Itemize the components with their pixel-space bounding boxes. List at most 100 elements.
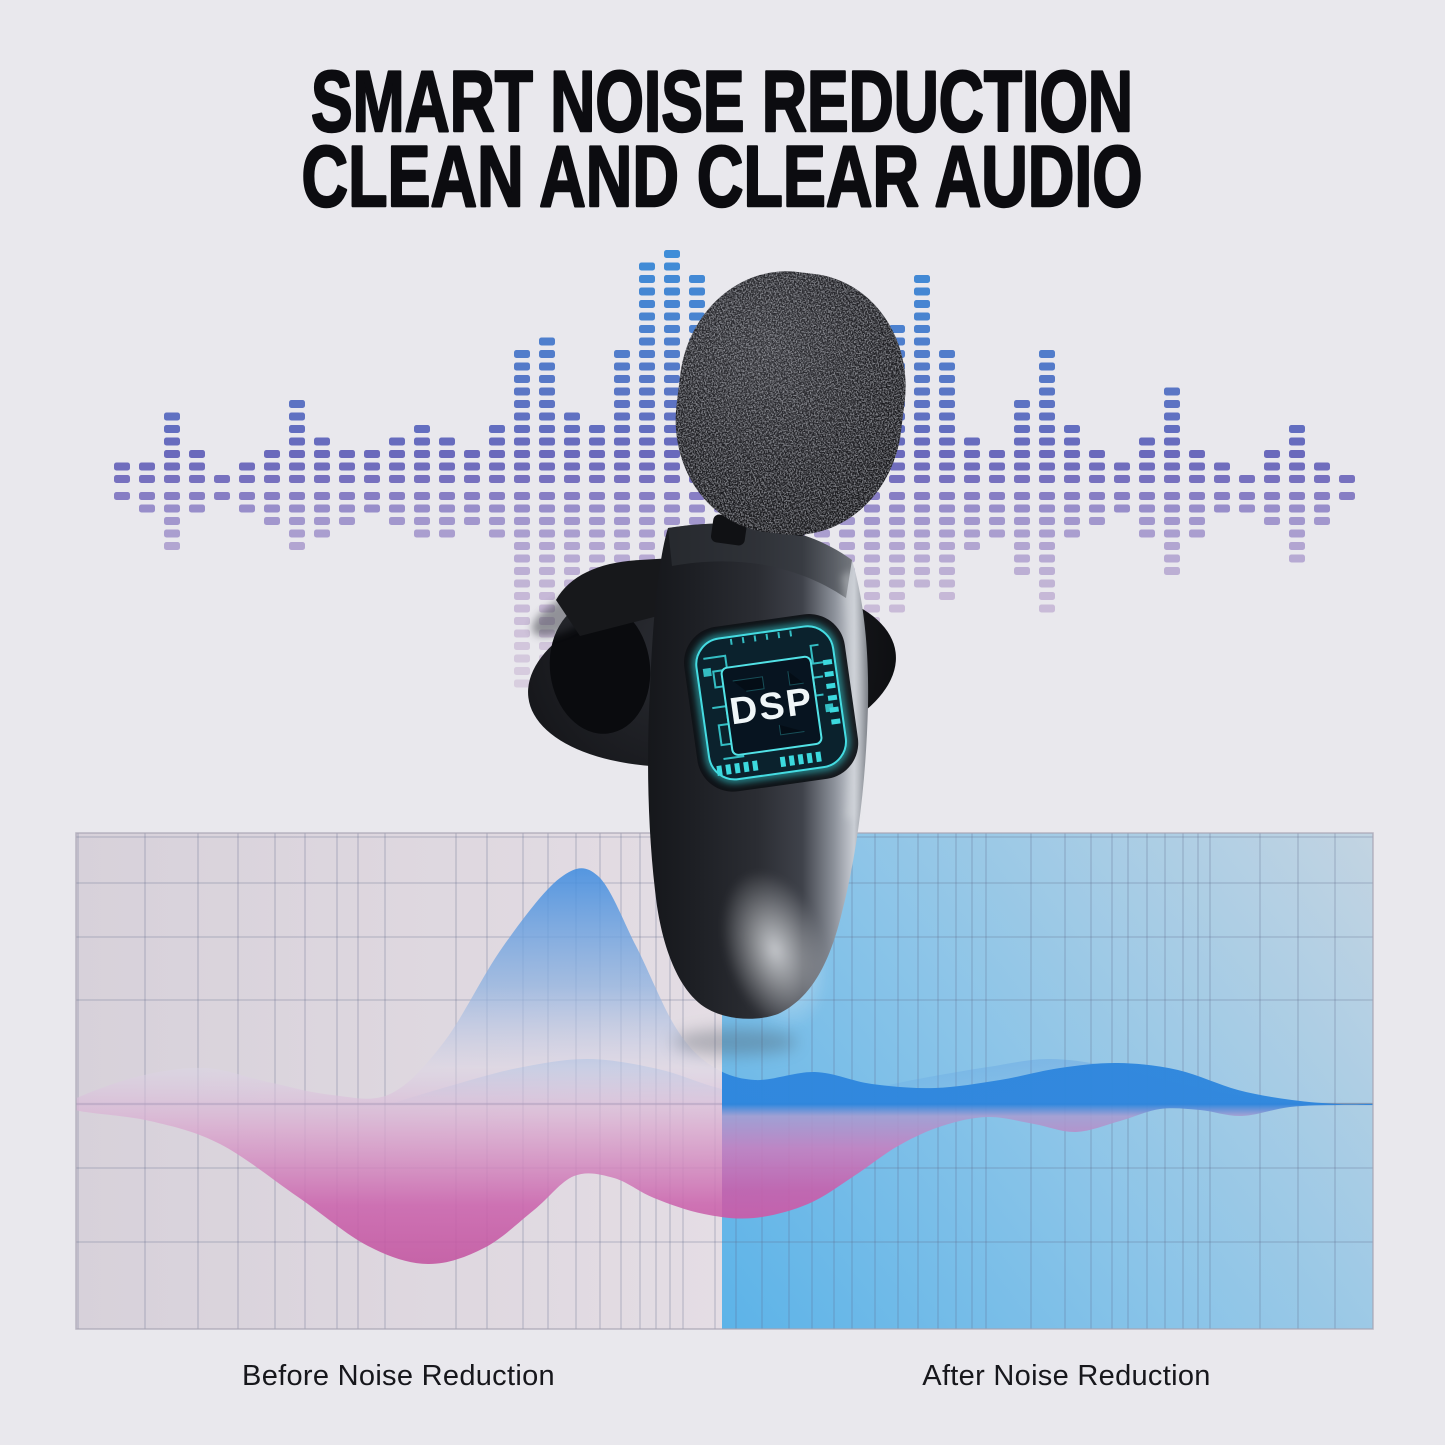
- eq-bar: [539, 425, 555, 433]
- eq-bar: [564, 412, 580, 421]
- eq-bar: [1164, 475, 1180, 483]
- dsp-chip-die: [720, 655, 823, 756]
- eq-bar: [939, 412, 955, 421]
- eq-bar: [1039, 462, 1055, 471]
- eq-bar: [1064, 425, 1080, 433]
- eq-bar: [1164, 425, 1180, 433]
- eq-bar: [964, 462, 980, 471]
- foam-speckle-texture: [675, 271, 906, 535]
- eq-bar: [939, 362, 955, 371]
- eq-bar: [589, 542, 605, 550]
- eq-bar: [164, 492, 180, 500]
- eq-bar: [1014, 529, 1030, 538]
- eq-bar: [1264, 504, 1280, 513]
- eq-bar: [689, 275, 705, 283]
- eq-bar: [914, 387, 930, 396]
- eq-bar: [839, 529, 855, 538]
- eq-bar: [1064, 529, 1080, 538]
- eq-bar: [1039, 542, 1055, 550]
- eq-bar: [1014, 567, 1030, 575]
- eq-bar: [464, 462, 480, 471]
- eq-bar: [639, 462, 655, 471]
- eq-bar: [664, 437, 680, 446]
- eq-bar: [539, 462, 555, 471]
- eq-bar: [589, 437, 605, 446]
- eq-bar: [639, 400, 655, 408]
- eq-bar: [614, 362, 630, 371]
- eq-bar: [339, 450, 355, 458]
- eq-bar: [614, 350, 630, 358]
- eq-bar: [889, 604, 905, 613]
- eq-bar: [514, 350, 530, 358]
- eq-bar: [239, 475, 255, 483]
- eq-bar: [164, 475, 180, 483]
- eq-bar: [339, 504, 355, 513]
- eq-bar: [164, 425, 180, 433]
- before-label: Before Noise Reduction: [242, 1359, 555, 1392]
- eq-bar: [1264, 450, 1280, 458]
- eq-bar: [514, 667, 530, 675]
- eq-bar: [289, 504, 305, 513]
- eq-bar: [839, 542, 855, 550]
- eq-bar: [539, 475, 555, 483]
- chart-captions: Before Noise Reduction After Noise Reduc…: [0, 1352, 1445, 1400]
- eq-bar: [914, 325, 930, 333]
- eq-bar: [514, 554, 530, 563]
- eq-bar: [689, 287, 705, 296]
- eq-bar: [614, 492, 630, 500]
- eq-bar: [589, 517, 605, 525]
- eq-bar: [1039, 412, 1055, 421]
- eq-bar: [1039, 579, 1055, 588]
- eq-bar: [1189, 504, 1205, 513]
- eq-bar: [164, 412, 180, 421]
- eq-bar: [239, 462, 255, 471]
- eq-bar: [1164, 492, 1180, 500]
- eq-bar: [439, 517, 455, 525]
- mic-drop-shadow: [673, 1029, 797, 1055]
- eq-bar: [939, 579, 955, 588]
- eq-bar: [639, 504, 655, 513]
- eq-bar: [514, 629, 530, 638]
- eq-bar: [1314, 462, 1330, 471]
- eq-bar: [639, 425, 655, 433]
- eq-bar: [1014, 542, 1030, 550]
- eq-bar: [1314, 475, 1330, 483]
- eq-bar: [639, 275, 655, 283]
- eq-bar: [514, 475, 530, 483]
- eq-bar: [414, 425, 430, 433]
- eq-bar: [914, 375, 930, 383]
- eq-bar: [489, 492, 505, 500]
- eq-bar: [1039, 450, 1055, 458]
- eq-bar: [539, 504, 555, 513]
- eq-bar: [164, 529, 180, 538]
- eq-bar: [639, 437, 655, 446]
- eq-bar: [564, 462, 580, 471]
- eq-bar: [1089, 450, 1105, 458]
- eq-bar: [114, 492, 130, 500]
- eq-bar: [689, 312, 705, 321]
- eq-bar: [514, 617, 530, 625]
- eq-bar: [514, 375, 530, 383]
- eq-bar: [314, 492, 330, 500]
- eq-bar: [964, 437, 980, 446]
- eq-bar: [414, 437, 430, 446]
- eq-bar: [1164, 450, 1180, 458]
- eq-bar: [539, 400, 555, 408]
- eq-bar: [1139, 437, 1155, 446]
- eq-bar: [639, 412, 655, 421]
- eq-bar: [914, 504, 930, 513]
- eq-bar: [639, 492, 655, 500]
- eq-bar: [564, 517, 580, 525]
- eq-bar: [939, 350, 955, 358]
- eq-bar: [964, 517, 980, 525]
- eq-bar: [339, 492, 355, 500]
- eq-bar: [264, 517, 280, 525]
- eq-bar: [164, 517, 180, 525]
- eq-bar: [1189, 492, 1205, 500]
- eq-bar: [489, 462, 505, 471]
- eq-bar: [1189, 462, 1205, 471]
- eq-bar: [1064, 437, 1080, 446]
- eq-bar: [1264, 462, 1280, 471]
- eq-bar: [639, 517, 655, 525]
- eq-bar: [314, 529, 330, 538]
